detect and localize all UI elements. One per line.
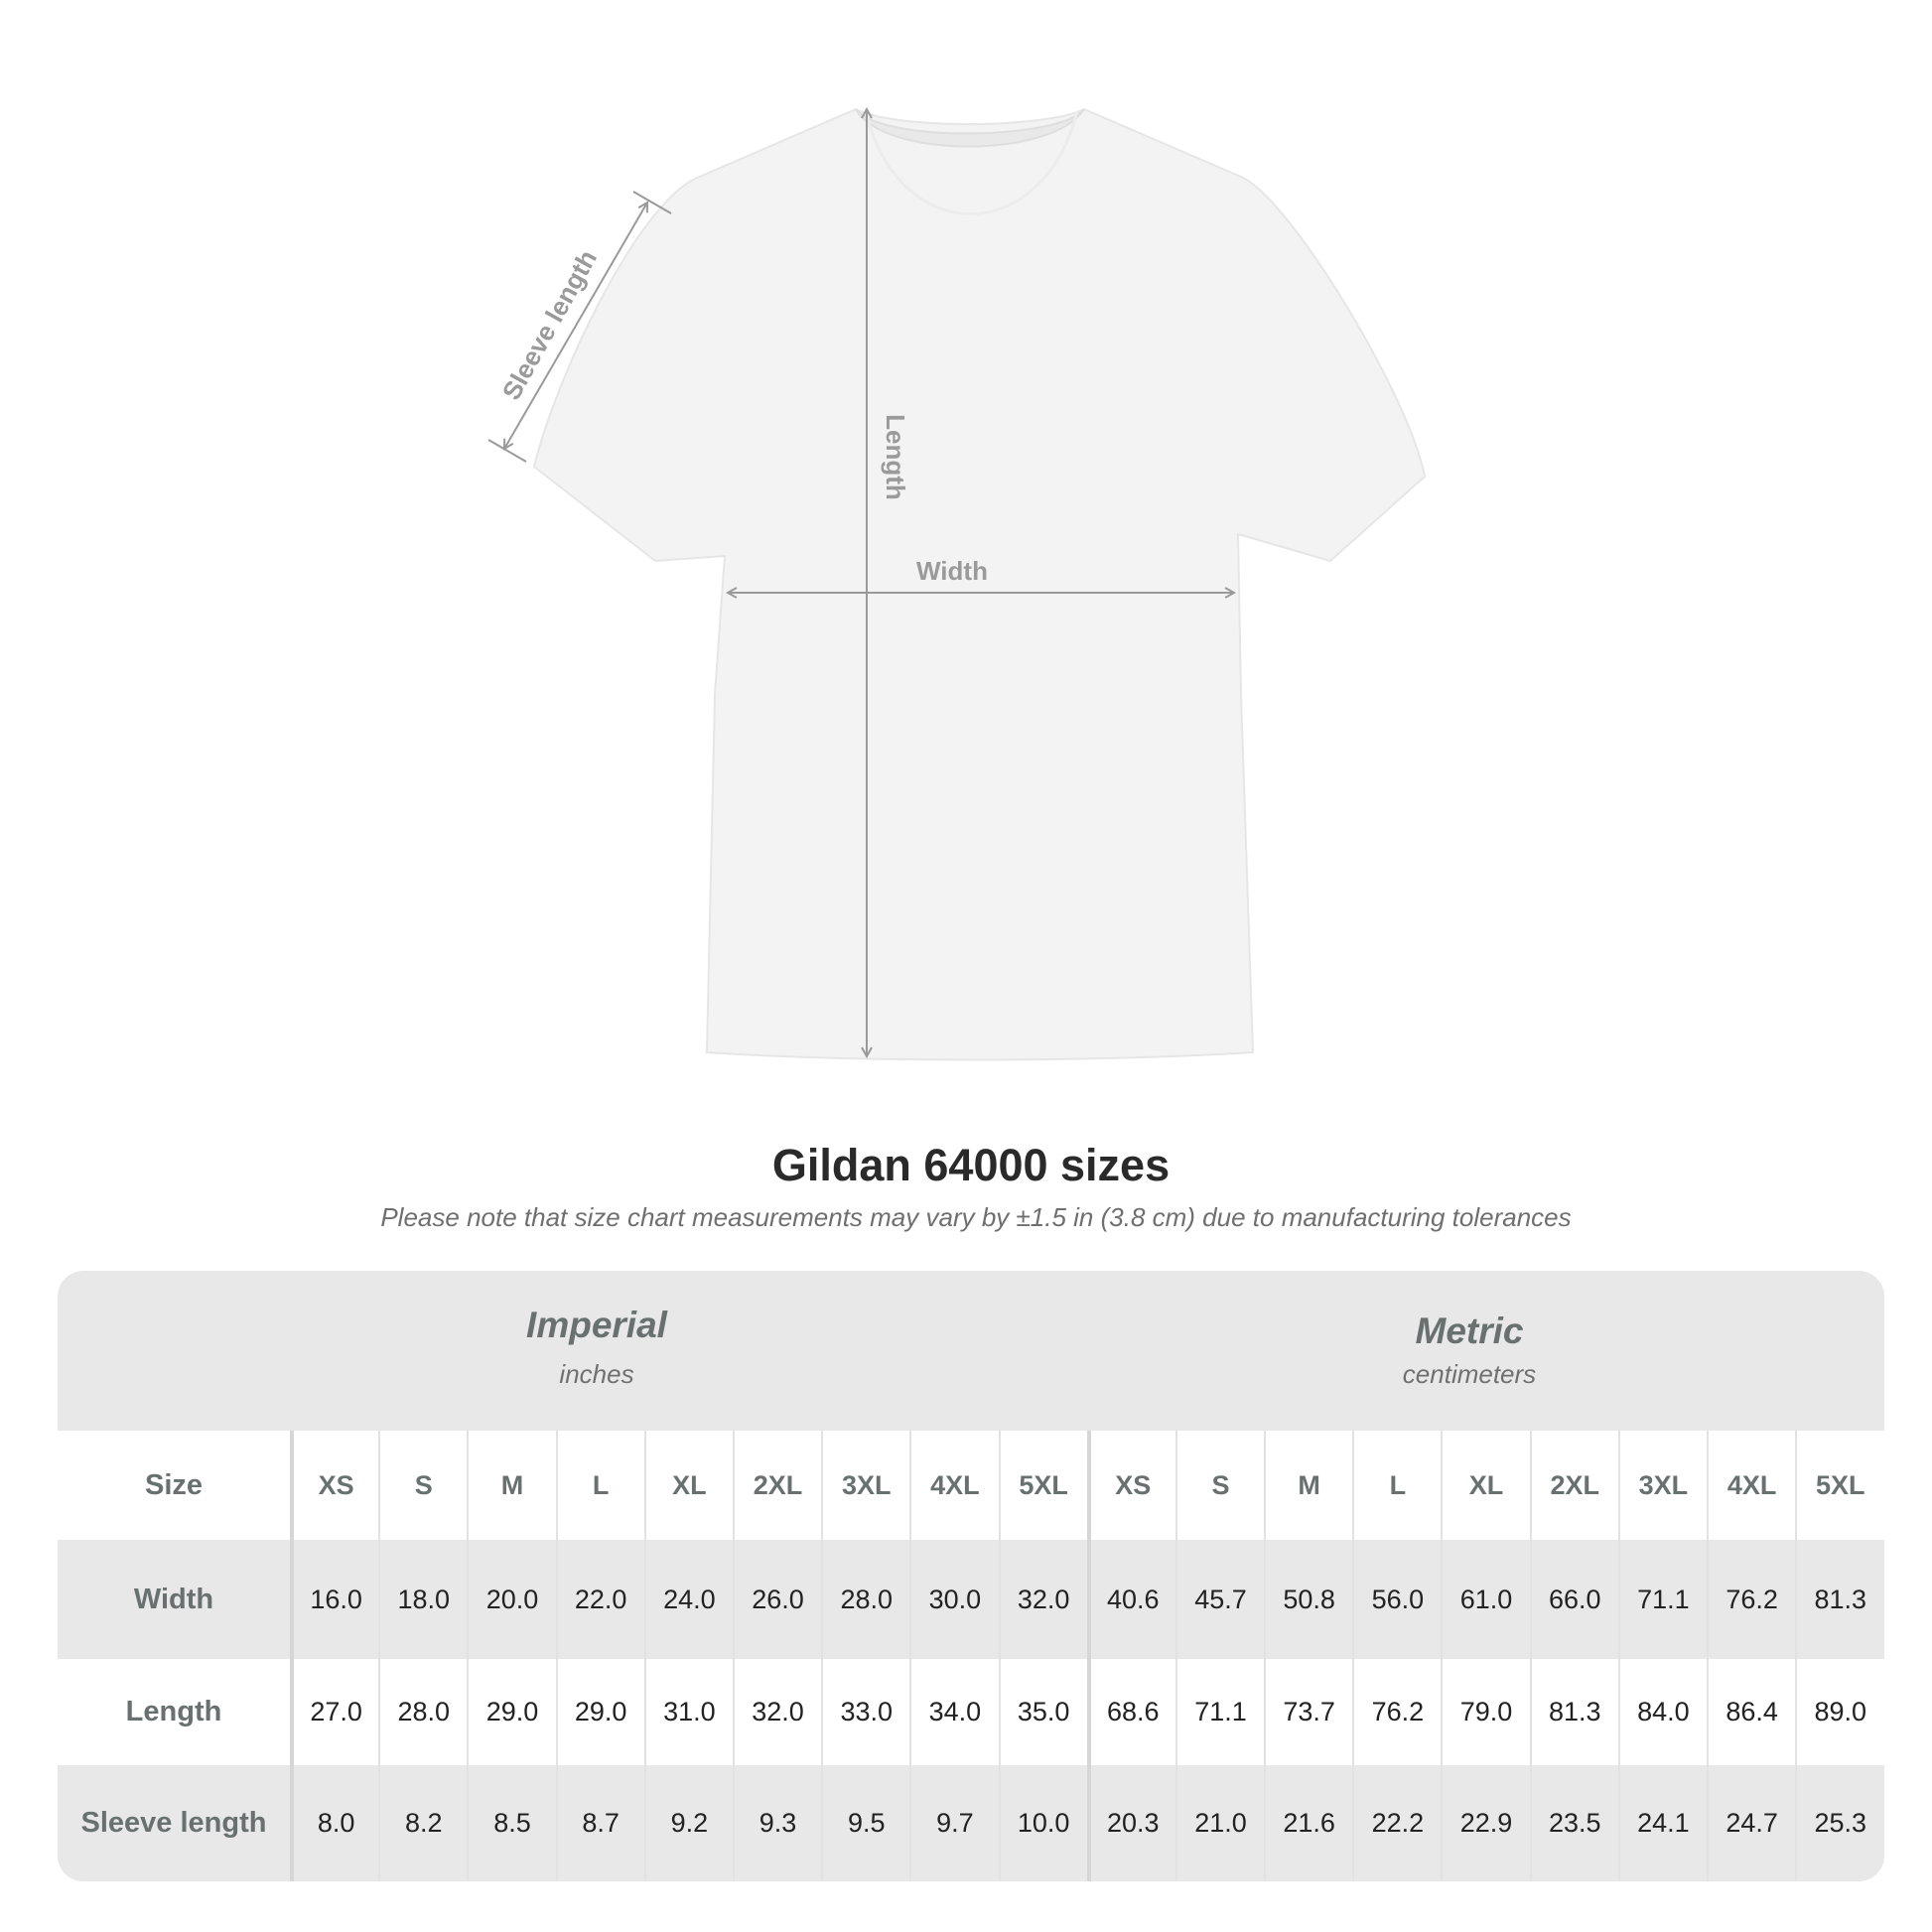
table-cell: 56.0 bbox=[1352, 1540, 1441, 1659]
table-cell: 89.0 bbox=[1795, 1659, 1883, 1765]
size-header: XS bbox=[290, 1431, 378, 1540]
table-cell: 29.0 bbox=[467, 1659, 555, 1765]
table-cell: 20.3 bbox=[1086, 1765, 1175, 1881]
size-header: 5XL bbox=[998, 1431, 1087, 1540]
table-cell: 35.0 bbox=[998, 1659, 1087, 1765]
table-cell: 16.0 bbox=[290, 1540, 378, 1659]
table-cell: 66.0 bbox=[1529, 1540, 1618, 1659]
tshirt-diagram bbox=[487, 0, 1427, 1061]
size-table: Imperial inches Metric centimeters Size X… bbox=[58, 1271, 1884, 1881]
table-cell: 76.2 bbox=[1707, 1540, 1795, 1659]
size-header: 4XL bbox=[1707, 1431, 1795, 1540]
table-row-width: Width 16.0 18.0 20.0 22.0 24.0 26.0 28.0 30.0 32.… bbox=[58, 1540, 1884, 1659]
table-row-length: Length 27.0 28.0 29.0 29.0 31.0 32.0 33.0 34.0 35… bbox=[58, 1659, 1884, 1765]
tolerance-note: Please note that size chart measurements… bbox=[380, 1202, 1572, 1232]
metric-unit: centimeters bbox=[1402, 1359, 1537, 1389]
table-cell: 32.0 bbox=[998, 1540, 1087, 1659]
table-cell: 33.0 bbox=[821, 1659, 909, 1765]
table-cell: 84.0 bbox=[1617, 1659, 1707, 1765]
table-cell: 24.0 bbox=[643, 1540, 733, 1659]
sleeve-arrow bbox=[504, 203, 647, 449]
size-header: L bbox=[555, 1431, 644, 1540]
size-header: S bbox=[1174, 1431, 1264, 1540]
table-cell: 8.2 bbox=[378, 1765, 467, 1881]
table-cell: 8.7 bbox=[555, 1765, 644, 1881]
table-cell: 61.0 bbox=[1441, 1540, 1529, 1659]
length-label: Length bbox=[880, 414, 910, 500]
table-cell: 25.3 bbox=[1795, 1765, 1883, 1881]
size-header: 2XL bbox=[1529, 1431, 1618, 1540]
table-cell: 71.1 bbox=[1174, 1659, 1264, 1765]
size-header: 2XL bbox=[732, 1431, 821, 1540]
size-header: 3XL bbox=[1617, 1431, 1707, 1540]
table-cell: 23.5 bbox=[1529, 1765, 1618, 1881]
table-cell: 50.8 bbox=[1264, 1540, 1352, 1659]
size-header: XL bbox=[1441, 1431, 1529, 1540]
size-label: Size bbox=[144, 1468, 204, 1501]
table-cell: 9.5 bbox=[821, 1765, 909, 1881]
table-cell: 9.7 bbox=[909, 1765, 998, 1881]
table-cell: 45.7 bbox=[1174, 1540, 1264, 1659]
size-header: L bbox=[1352, 1431, 1441, 1540]
metric-title: Metric bbox=[1415, 1311, 1524, 1351]
width-label: Width bbox=[916, 556, 988, 586]
row-label: Sleeve length bbox=[80, 1807, 267, 1839]
table-cell: 8.0 bbox=[290, 1765, 378, 1881]
table-cell: 81.3 bbox=[1795, 1540, 1883, 1659]
table-cell: 32.0 bbox=[732, 1659, 821, 1765]
table-cell: 28.0 bbox=[821, 1540, 909, 1659]
table-cell: 29.0 bbox=[555, 1659, 644, 1765]
table-cell: 22.0 bbox=[555, 1540, 644, 1659]
table-cell: 81.3 bbox=[1529, 1659, 1618, 1765]
table-cell: 28.0 bbox=[378, 1659, 467, 1765]
page-title: Gildan 64000 sizes bbox=[771, 1140, 1171, 1190]
table-cell: 79.0 bbox=[1441, 1659, 1529, 1765]
size-header: 5XL bbox=[1795, 1431, 1883, 1540]
table-cell: 24.7 bbox=[1707, 1765, 1795, 1881]
table-cell: 21.6 bbox=[1264, 1765, 1352, 1881]
row-label: Length bbox=[125, 1696, 222, 1727]
size-header: M bbox=[467, 1431, 555, 1540]
size-header: 4XL bbox=[909, 1431, 998, 1540]
table-cell: 21.0 bbox=[1174, 1765, 1264, 1881]
table-cell: 18.0 bbox=[378, 1540, 467, 1659]
table-cell: 34.0 bbox=[909, 1659, 998, 1765]
tshirt-collar bbox=[855, 108, 1085, 148]
table-cell: 26.0 bbox=[732, 1540, 821, 1659]
table-cell: 86.4 bbox=[1707, 1659, 1795, 1765]
size-header: XS bbox=[1086, 1431, 1175, 1540]
table-cell: 68.6 bbox=[1086, 1659, 1175, 1765]
table-cell: 76.2 bbox=[1352, 1659, 1441, 1765]
table-cell: 27.0 bbox=[290, 1659, 378, 1765]
table-cell: 31.0 bbox=[643, 1659, 733, 1765]
table-cell: 9.3 bbox=[732, 1765, 821, 1881]
size-header: S bbox=[378, 1431, 467, 1540]
table-cell: 8.5 bbox=[467, 1765, 555, 1881]
table-cell: 24.1 bbox=[1617, 1765, 1707, 1881]
table-row-sleeve-length: Sleeve length 8.0 8.2 8.5 8.7 9.2 9.3 9.5 9.7 10.… bbox=[58, 1765, 1884, 1881]
imperial-unit: inches bbox=[559, 1359, 634, 1389]
table-cell: 73.7 bbox=[1264, 1659, 1352, 1765]
row-label: Width bbox=[133, 1583, 214, 1615]
table-cell: 22.2 bbox=[1352, 1765, 1441, 1881]
table-cell: 10.0 bbox=[998, 1765, 1087, 1881]
table-cell: 20.0 bbox=[467, 1540, 555, 1659]
table-cell: 22.9 bbox=[1441, 1765, 1529, 1881]
table-cell: 40.6 bbox=[1086, 1540, 1175, 1659]
size-header: 3XL bbox=[821, 1431, 909, 1540]
table-cell: 71.1 bbox=[1617, 1540, 1707, 1659]
size-header: M bbox=[1264, 1431, 1352, 1540]
size-header-row: Size XS S M L XL 2XL 3XL 4XL 5XL XS S M L XL 2XL 3XL 4XL 5… bbox=[58, 1431, 1884, 1540]
size-header: XL bbox=[643, 1431, 733, 1540]
table-cell: 9.2 bbox=[643, 1765, 733, 1881]
table-cell: 30.0 bbox=[909, 1540, 998, 1659]
imperial-title: Imperial bbox=[526, 1305, 667, 1345]
